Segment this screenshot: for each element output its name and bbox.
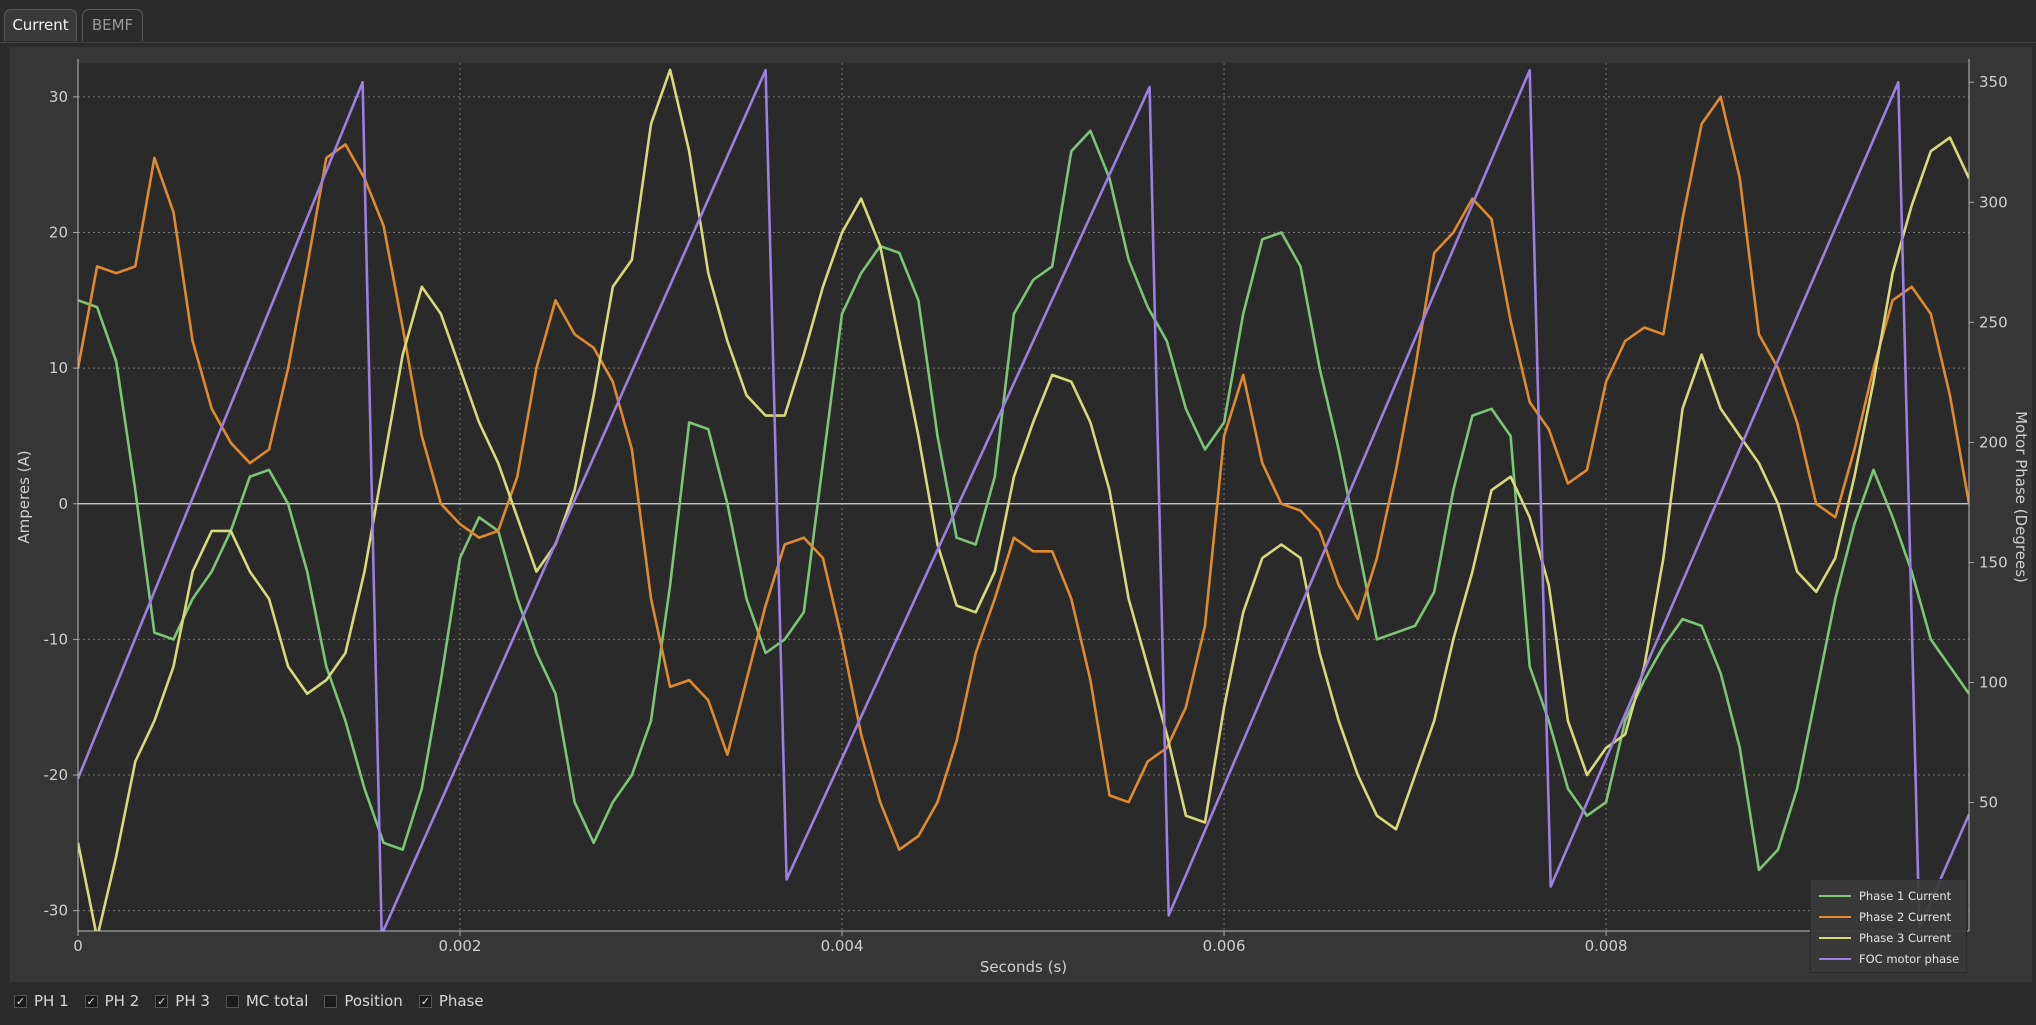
series-line-phase-3-current <box>78 68 1969 931</box>
checkbox-ph2[interactable]: ✓ PH 2 <box>84 992 140 1010</box>
checkbox-ph3-label: PH 3 <box>175 992 210 1010</box>
y2-tick-label: 50 <box>1979 794 1998 812</box>
legend-item-phase-1: Phase 1 Current <box>1811 885 1966 906</box>
tab-bar: Current BEMF <box>0 0 2036 43</box>
checkbox-mc-total-label: MC total <box>245 992 309 1010</box>
checkbox-ph1-label: PH 1 <box>34 992 69 1010</box>
legend-swatch-foc-phase <box>1819 957 1851 960</box>
checkbox-mc-total-box[interactable] <box>225 994 239 1008</box>
checkbox-ph1[interactable]: ✓ PH 1 <box>14 992 69 1010</box>
legend-item-phase-2: Phase 2 Current <box>1811 906 1966 927</box>
legend-swatch-phase-2 <box>1819 915 1851 918</box>
checkbox-position[interactable]: Position <box>324 992 403 1010</box>
checkbox-ph2-box[interactable]: ✓ <box>84 994 98 1008</box>
checkbox-mc-total[interactable]: MC total <box>225 992 309 1010</box>
y-tick-label: 30 <box>49 88 68 106</box>
series-toggle-bar: ✓ PH 1 ✓ PH 2 ✓ PH 3 MC total Position ✓… <box>0 986 2036 1016</box>
series-line-phase-1-current <box>78 129 1969 872</box>
x-tick-label: 0.004 <box>821 937 864 955</box>
checkbox-phase-label: Phase <box>438 992 484 1010</box>
checkbox-ph3-box[interactable]: ✓ <box>155 994 169 1008</box>
tab-current[interactable]: Current <box>4 9 77 41</box>
y2-tick-label: 350 <box>1979 73 2008 91</box>
y2-tick-label: 150 <box>1979 553 2008 571</box>
legend-item-phase-3: Phase 3 Current <box>1811 927 1966 948</box>
checkbox-ph3[interactable]: ✓ PH 3 <box>155 992 210 1010</box>
legend-swatch-phase-1 <box>1819 894 1851 897</box>
legend-swatch-phase-3 <box>1819 936 1851 939</box>
y-tick-label: 10 <box>49 359 68 377</box>
checkbox-ph2-label: PH 2 <box>104 992 140 1010</box>
x-tick-label: 0.008 <box>1585 937 1628 955</box>
current-plot[interactable]: 0 0.002 0.004 0.006 0.0083020100-10-20-30350… <box>10 47 2032 982</box>
x-tick-label: 0.002 <box>439 937 482 955</box>
checkbox-phase[interactable]: ✓ Phase <box>418 992 484 1010</box>
x-axis-title: Seconds (s) <box>980 958 1067 976</box>
legend-label-foc-phase: FOC motor phase <box>1859 951 1960 966</box>
checkbox-position-box[interactable] <box>324 994 338 1008</box>
legend: Phase 1 Current Phase 2 Current Phase 3 … <box>1810 879 1967 973</box>
y-tick-label: 0 <box>58 495 68 513</box>
x-tick-label: 0.006 <box>1203 937 1246 955</box>
y-tick-label: -10 <box>44 630 69 648</box>
checkbox-ph1-box[interactable]: ✓ <box>14 994 27 1008</box>
window-bottom-edge <box>0 1016 2036 1025</box>
legend-item-foc-phase: FOC motor phase <box>1811 948 1966 969</box>
plot-panel: 0 0.002 0.004 0.006 0.008 30 20 10 0 -10 -20 -30 350… <box>10 47 2032 982</box>
y-tick-label: 20 <box>49 224 68 242</box>
y2-tick-label: 300 <box>1979 193 2008 211</box>
y2-tick-label: 100 <box>1979 673 2008 691</box>
plot-area-background <box>78 63 1969 931</box>
checkbox-phase-box[interactable]: ✓ <box>418 994 432 1008</box>
y2-axis-title: Motor Phase (Degrees) <box>2012 411 2030 583</box>
tab-bemf[interactable]: BEMF <box>82 9 143 41</box>
legend-label-phase-2: Phase 2 Current <box>1859 909 1952 924</box>
y-tick-label: -30 <box>44 902 69 920</box>
series-line-phase-2-current <box>78 95 1969 851</box>
legend-label-phase-1: Phase 1 Current <box>1859 888 1952 903</box>
y-tick-label: -20 <box>44 766 69 784</box>
x-tick-label: 0 <box>73 937 83 955</box>
y2-tick-label: 200 <box>1979 433 2008 451</box>
checkbox-position-label: Position <box>344 992 403 1010</box>
series-line-foc-motor-phase <box>78 68 1969 931</box>
y-axis-title: Amperes (A) <box>15 450 33 543</box>
legend-label-phase-3: Phase 3 Current <box>1859 930 1952 945</box>
y2-tick-label: 250 <box>1979 313 2008 331</box>
